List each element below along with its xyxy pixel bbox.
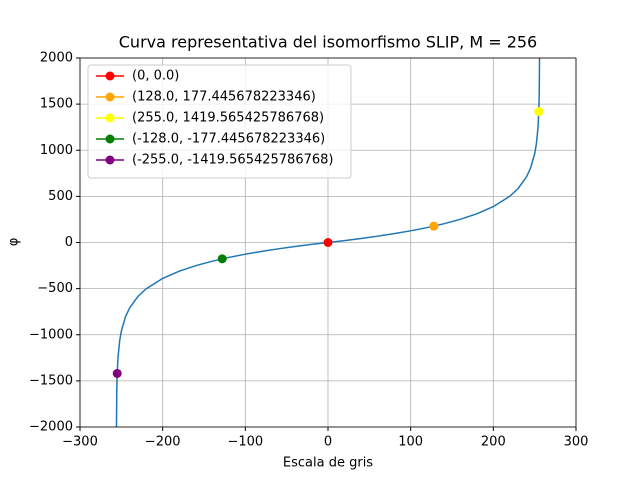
y-tick-label: −1000	[29, 327, 73, 342]
legend-marker	[105, 155, 115, 165]
x-tick-label: 0	[324, 435, 332, 450]
legend-marker	[105, 92, 115, 102]
y-tick-label: 0	[65, 235, 73, 250]
x-tick-label: −300	[62, 435, 98, 450]
legend-label: (-255.0, -1419.565425786768)	[132, 153, 333, 168]
y-tick-label: 2000	[40, 51, 73, 66]
y-tick-label: 1500	[40, 97, 73, 112]
legend-label: (255.0, 1419.565425786768)	[132, 111, 324, 126]
chart-title: Curva representativa del isomorfismo SLI…	[119, 33, 537, 52]
x-tick-label: −100	[227, 435, 263, 450]
legend-marker	[105, 113, 115, 123]
legend-label: (128.0, 177.445678223346)	[132, 90, 316, 105]
x-tick-label: 100	[398, 435, 423, 450]
x-tick-label: 200	[481, 435, 506, 450]
legend-box	[87, 64, 352, 179]
legend-marker	[105, 134, 115, 144]
y-tick-label: −1500	[29, 373, 73, 388]
legend-label: (0, 0.0)	[132, 69, 179, 84]
legend-label: (-128.0, -177.445678223346)	[132, 132, 325, 147]
point	[534, 107, 544, 117]
point	[217, 254, 227, 264]
x-tick-label: 300	[564, 435, 589, 450]
point	[323, 238, 333, 247]
legend-marker	[105, 71, 115, 81]
y-tick-label: −2000	[29, 420, 73, 435]
y-axis-label: φ	[7, 238, 22, 247]
x-tick-label: −200	[145, 435, 181, 450]
y-tick-label: 1000	[40, 143, 73, 158]
y-tick-label: 500	[48, 189, 73, 204]
axes-frame	[79, 57, 577, 428]
x-axis-label: Escala de gris	[283, 456, 373, 471]
point	[112, 368, 122, 378]
plot-area	[112, 58, 544, 427]
point	[429, 221, 439, 231]
y-tick-label: −500	[37, 281, 73, 296]
